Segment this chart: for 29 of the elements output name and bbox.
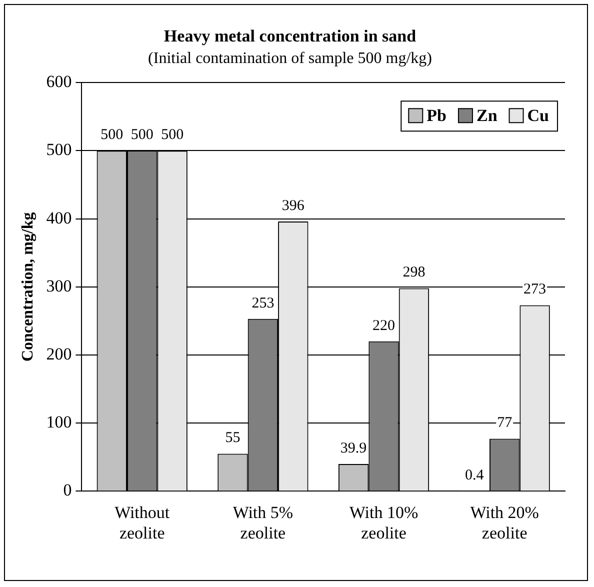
y-tick-label: 500 [46,140,72,160]
data-label: 500 [100,127,124,144]
legend-label: Zn [476,106,498,125]
data-label: 220 [372,318,396,334]
x-tick-label: With 10% zeolite [349,502,418,542]
data-label: 298 [402,264,426,281]
data-label: 500 [130,127,154,144]
data-label: 273 [524,282,546,298]
x-tick-label: With 20% zeolite [470,502,539,542]
data-label: 39.9 [340,440,367,456]
y-tick-label: 400 [46,208,72,228]
y-tick-label: 200 [46,344,72,364]
data-label: 55 [225,430,240,446]
y-tick-label: 600 [46,72,72,92]
chart-subtitle: (Initial contamination of sample 500 mg/kg) [148,50,432,68]
y-tick-label: 0 [63,480,72,500]
x-tick-label: Without zeolite [114,502,170,542]
data-label: 396 [282,198,305,214]
chart-title: Heavy metal concentration in sand [164,26,417,46]
data-label: 0.4 [465,467,484,484]
y-tick-label: 100 [46,412,72,432]
data-label: 77 [497,415,513,432]
legend-label: Pb [426,106,446,125]
data-label: 500 [161,127,184,144]
legend-label: Cu [527,106,550,125]
data-label: 253 [252,295,274,312]
y-axis-title: Concentration, mg/kg [20,212,37,362]
y-tick-label: 300 [46,276,72,296]
x-tick-label: With 5% zeolite [232,502,294,542]
